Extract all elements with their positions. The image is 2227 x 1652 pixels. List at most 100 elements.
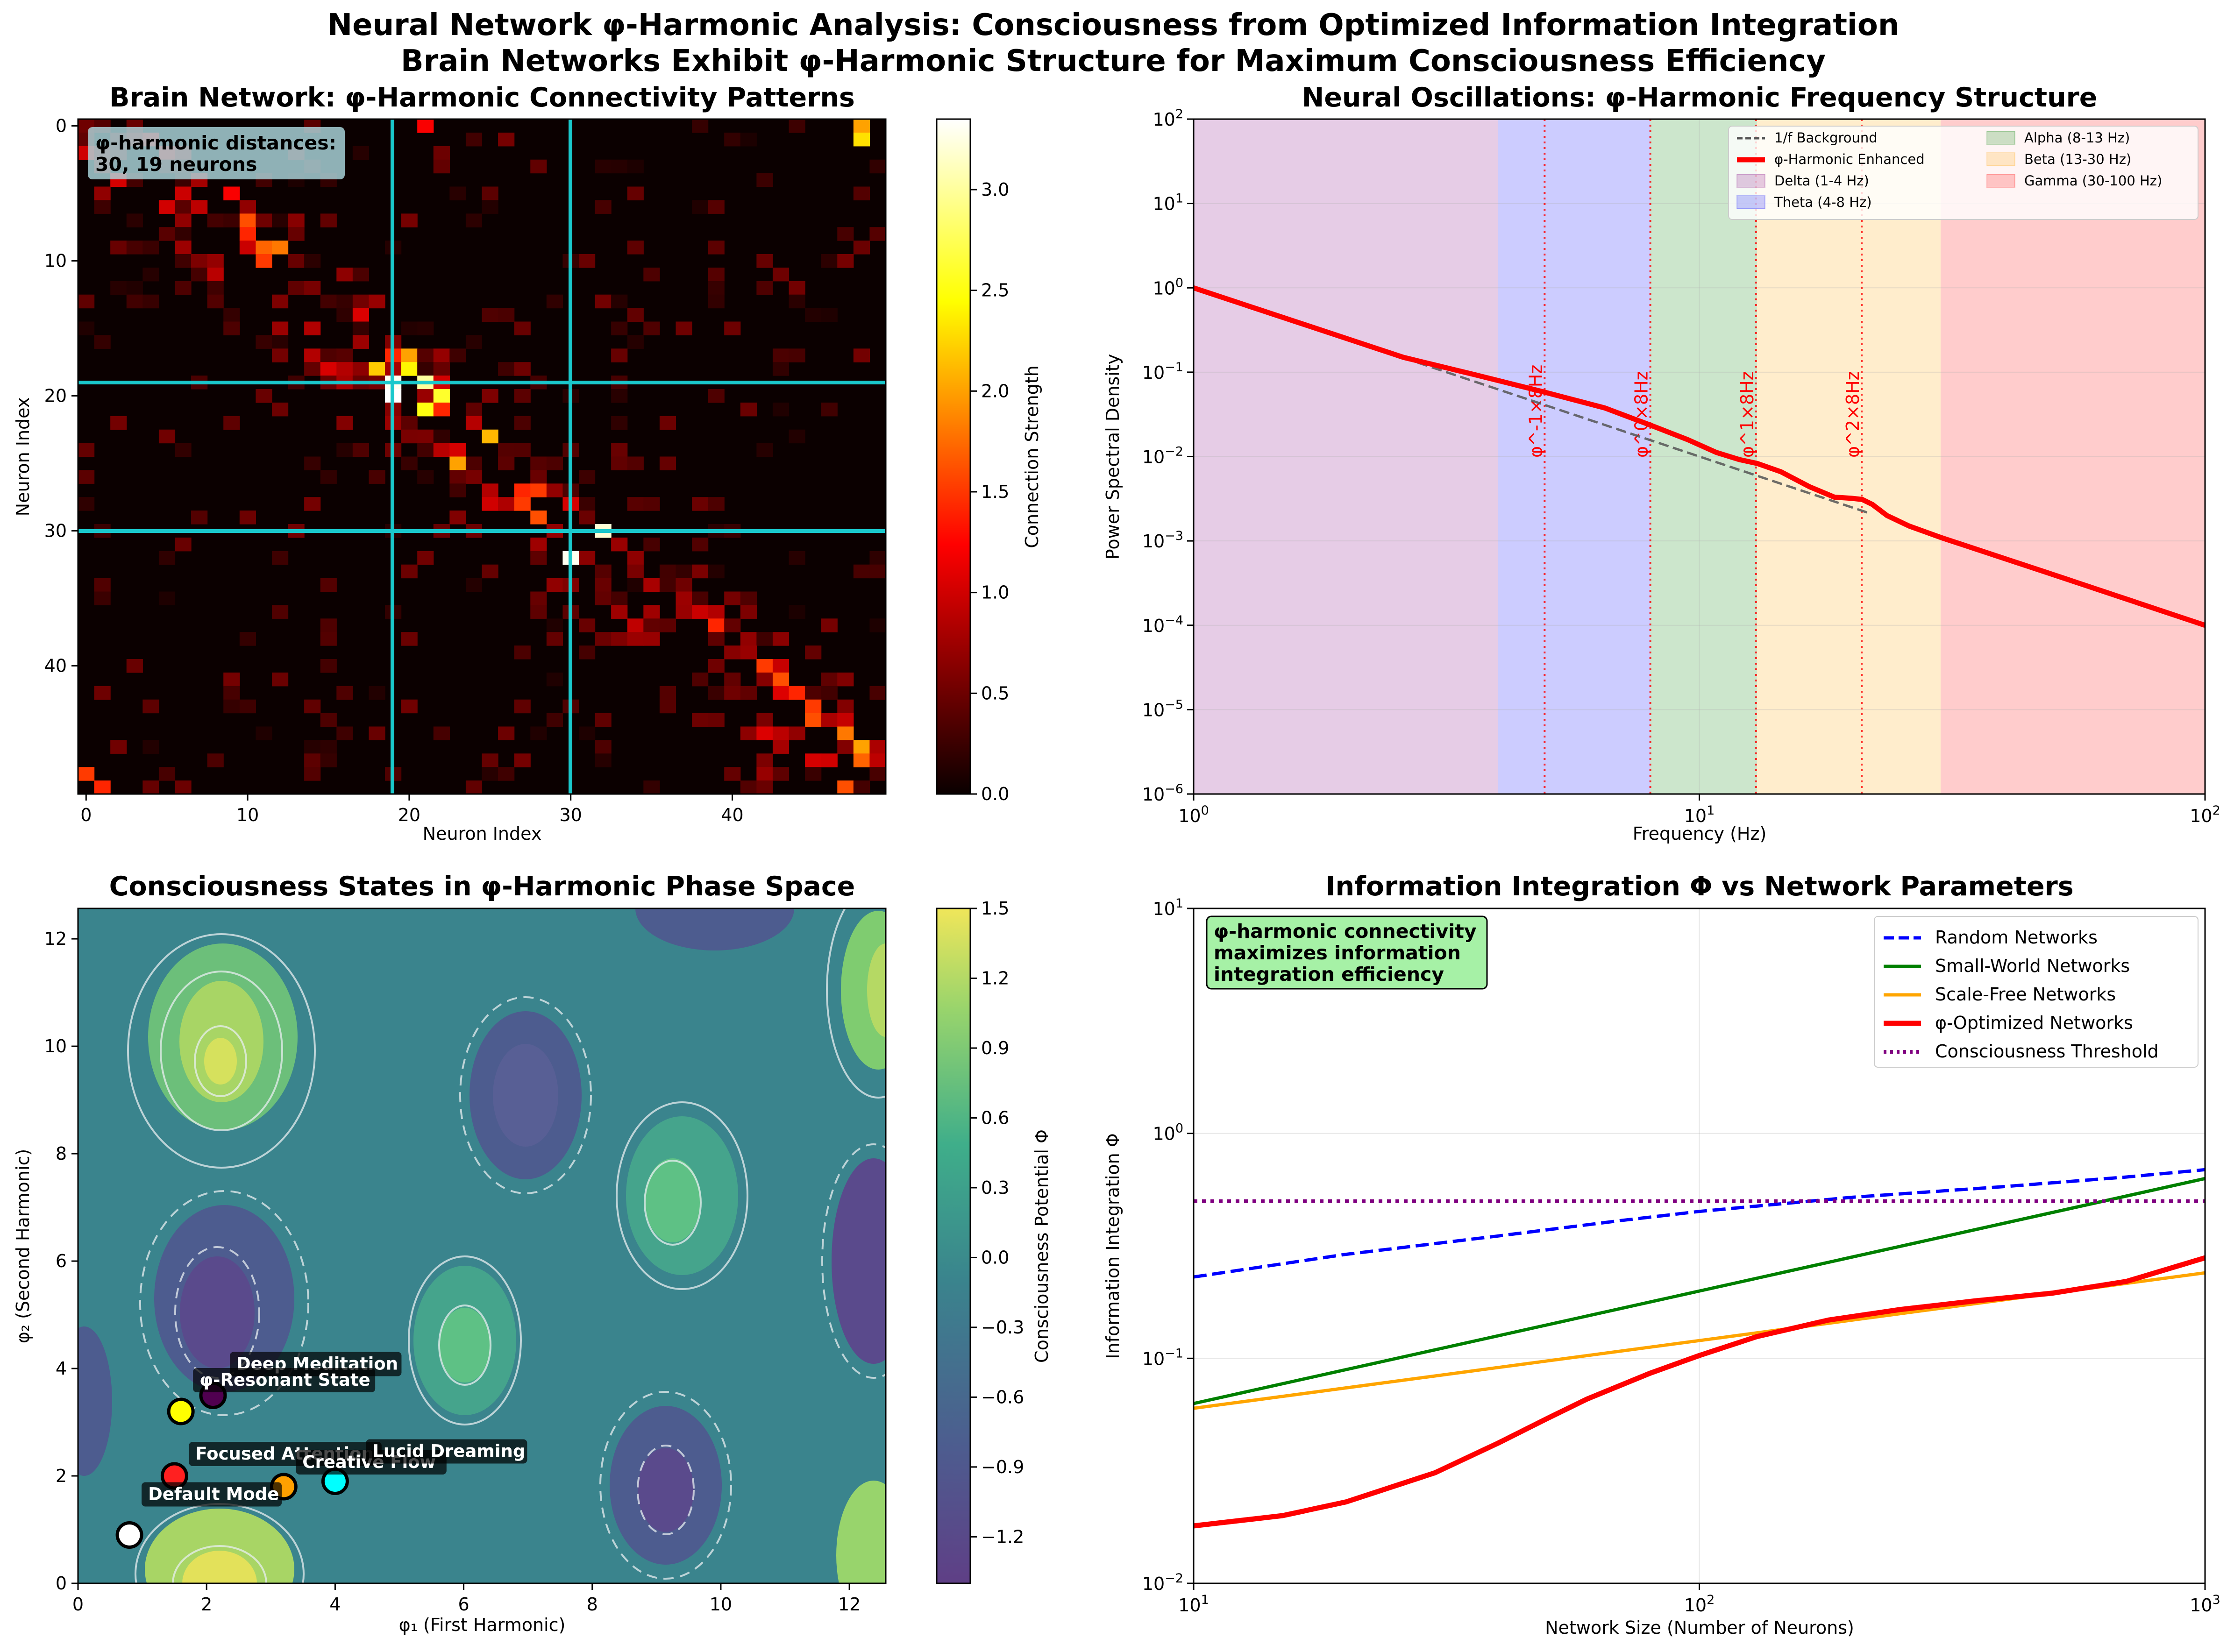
basin-high-6 bbox=[836, 1481, 886, 1583]
spectrum-xtick-label: 102 bbox=[2190, 803, 2220, 826]
suptitle-line-1: Neural Network φ-Harmonic Analysis: Cons… bbox=[327, 8, 1900, 43]
heatmap-cell bbox=[595, 294, 612, 309]
phase-ytick-label: 12 bbox=[44, 929, 67, 949]
heatmap-cell bbox=[708, 686, 725, 700]
panel-connectivity: Brain Network: φ-Harmonic Connectivity P… bbox=[13, 82, 1042, 844]
heatmap-cell bbox=[336, 267, 353, 282]
heatmap-cell bbox=[595, 578, 612, 592]
heatmap-cell bbox=[239, 510, 256, 525]
heatmap-cell bbox=[789, 348, 805, 362]
heatmap-cell bbox=[805, 767, 822, 781]
heatmap-cell bbox=[449, 348, 466, 362]
state-label: Lucid Dreaming bbox=[372, 1441, 525, 1461]
heatmap-cell bbox=[320, 294, 337, 309]
spectrum-ytick-label: 10−1 bbox=[1142, 360, 1183, 383]
heatmap-cell bbox=[627, 578, 644, 592]
heatmap-cell bbox=[821, 618, 838, 632]
heatmap-cell bbox=[207, 267, 224, 282]
heatmap-cell bbox=[320, 659, 337, 673]
heatmap-cell bbox=[805, 753, 822, 767]
frequency-band bbox=[1757, 119, 1941, 794]
heatmap-cell bbox=[352, 267, 370, 282]
heatmap-cell bbox=[595, 713, 612, 727]
heatmap-cell bbox=[288, 227, 305, 241]
basin-high-2-core bbox=[645, 1158, 701, 1242]
heatmap-cell bbox=[676, 321, 692, 335]
integration-annotation-line-3: integration efficiency bbox=[1214, 963, 1444, 986]
heatmap-cell bbox=[94, 578, 111, 592]
heatmap-cell bbox=[239, 632, 256, 646]
heatmap-cell bbox=[110, 416, 127, 430]
heatmap-cell bbox=[514, 753, 531, 767]
state-label-box bbox=[193, 1368, 376, 1393]
spectrum-legend-label: 1/f Background bbox=[1774, 130, 1878, 146]
heatmap-xtick-label: 40 bbox=[721, 805, 743, 825]
heatmap-cell bbox=[142, 267, 159, 282]
heatmap-cell bbox=[578, 726, 596, 740]
phase-xtick-label: 12 bbox=[838, 1594, 861, 1615]
heatmap-cell bbox=[223, 416, 240, 430]
heatmap-cell bbox=[659, 416, 676, 430]
heatmap-cell bbox=[643, 578, 660, 592]
heatmap-cell bbox=[142, 699, 159, 714]
basin-low-3-core bbox=[638, 1448, 694, 1532]
heatmap-cell bbox=[837, 672, 854, 687]
phase-ytick-label: 8 bbox=[56, 1143, 67, 1164]
heatmap-cell bbox=[336, 726, 353, 740]
heatmap-cell bbox=[692, 672, 709, 687]
contour-1 bbox=[127, 933, 316, 1169]
heatmap-cell bbox=[659, 699, 676, 714]
heatmap-cell bbox=[514, 389, 531, 403]
heatmap-cell bbox=[126, 213, 143, 227]
heatmap-cell bbox=[546, 578, 563, 592]
basin-low-5 bbox=[78, 1326, 112, 1476]
heatmap-cell bbox=[465, 416, 483, 430]
heatmap-cell bbox=[94, 686, 111, 700]
heatmap-cell bbox=[304, 699, 321, 714]
heatmap-cell bbox=[692, 564, 709, 579]
spectrum-xtick-label: 100 bbox=[1178, 803, 1209, 826]
heatmap-cell bbox=[643, 605, 660, 619]
heatmap-cell bbox=[805, 686, 822, 700]
heatmap-cell bbox=[352, 362, 370, 376]
heatmap-cell bbox=[724, 672, 741, 687]
heatmap-cell bbox=[320, 362, 337, 376]
heatmap-cell bbox=[627, 186, 644, 200]
heatmap-cell bbox=[498, 132, 515, 147]
heatmap-cell bbox=[837, 780, 854, 794]
heatmap-cell bbox=[708, 713, 725, 727]
heatmap-cell bbox=[595, 564, 612, 579]
heatmap-cell bbox=[756, 632, 773, 646]
phase-frame bbox=[77, 908, 887, 1584]
heatmap-cell bbox=[772, 767, 790, 781]
heatmap-cell bbox=[417, 362, 434, 376]
heatmap-cell bbox=[578, 645, 596, 659]
heatmap-cell bbox=[369, 726, 385, 740]
heatmap-cell bbox=[805, 308, 822, 322]
phase-colorbar-tick-label: 1.2 bbox=[981, 968, 1009, 988]
heatmap-cell bbox=[336, 308, 353, 322]
heatmap-cell bbox=[271, 241, 289, 255]
heatmap-cell bbox=[256, 254, 272, 268]
heatmap-cell bbox=[465, 132, 483, 147]
heatmap-cell bbox=[837, 227, 854, 241]
frequency-band bbox=[1650, 119, 1757, 794]
heatmap-cell bbox=[449, 510, 466, 525]
heatmap-cell bbox=[756, 767, 773, 781]
heatmap-cell bbox=[271, 348, 289, 362]
heatmap-cell bbox=[595, 632, 612, 646]
heatmap-xtick-label: 30 bbox=[560, 805, 582, 825]
heatmap-cell bbox=[417, 321, 434, 335]
heatmap-cell bbox=[837, 713, 854, 727]
heatmap-cell bbox=[223, 213, 240, 227]
panel-phase-space: Consciousness States in φ-Harmonic Phase… bbox=[13, 871, 1052, 1635]
integration-ytick-label: 100 bbox=[1153, 1121, 1183, 1144]
heatmap-cell bbox=[352, 146, 370, 160]
basin-low-1-core bbox=[180, 1256, 255, 1368]
heatmap-cell bbox=[837, 699, 854, 714]
heatmap-ytick-label: 20 bbox=[44, 385, 67, 406]
spectrum-ytick-label: 102 bbox=[1153, 107, 1183, 130]
heatmap-cell bbox=[853, 241, 870, 255]
heatmap-cell bbox=[401, 564, 418, 579]
panel-oscillations: Neural Oscillations: φ-Harmonic Frequenc… bbox=[1103, 82, 2220, 844]
